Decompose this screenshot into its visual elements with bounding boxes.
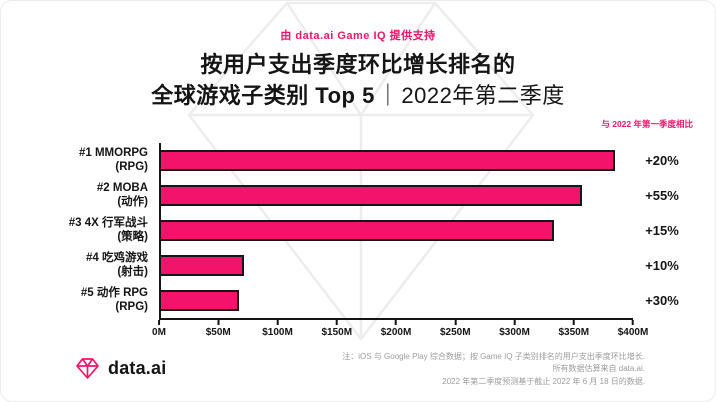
x-tick: $350M xyxy=(558,320,589,338)
bar xyxy=(161,185,583,206)
growth-label: +15% xyxy=(645,223,679,238)
chart-title-line1: 按用户支出季度环比增长排名的 xyxy=(200,52,516,77)
footnotes: 注：iOS 与 Google Play 综合数据；按 Game IQ 子类别排名… xyxy=(342,351,645,389)
chart-title-line2: 全球游戏子类别 Top 5｜2022年第二季度 xyxy=(1,78,715,110)
bar-row xyxy=(161,178,633,213)
title-bold-part: 全球游戏子类别 Top 5 xyxy=(151,83,375,108)
category-label: #2 MOBA (动作) xyxy=(17,178,159,213)
bar xyxy=(161,255,244,276)
bar xyxy=(161,290,239,311)
x-axis-ticks: 0M $50M $100M $150M $200M $250M $300M $3… xyxy=(152,320,648,344)
category-name: #4 吃鸡游戏 xyxy=(86,251,148,264)
x-tick: $250M xyxy=(440,320,471,338)
category-labels-column: #1 MMORPG (RPG) #2 MOBA (动作) #3 4X 行军战斗 … xyxy=(17,143,159,318)
bar-chart: #1 MMORPG (RPG) #2 MOBA (动作) #3 4X 行军战斗 … xyxy=(17,143,691,344)
plot-area xyxy=(159,143,633,320)
x-tick: $400M xyxy=(618,320,649,338)
category-genre: (射击) xyxy=(117,265,148,278)
category-genre: (策略) xyxy=(117,230,148,243)
category-label: #5 动作 RPG (RPG) xyxy=(17,283,159,318)
x-tick: $150M xyxy=(321,320,352,338)
x-tick: $50M xyxy=(206,320,231,338)
title-light-part: 2022年第二季度 xyxy=(401,83,565,108)
bar xyxy=(161,150,616,171)
bar-row xyxy=(161,283,633,318)
growth-label: +10% xyxy=(645,258,679,273)
footnote-line: 2022 年第二季度预测基于截止 2022 年 6 月 18 日的数据. xyxy=(442,377,645,387)
category-genre: (RPG) xyxy=(115,300,148,313)
brand-name: data.ai xyxy=(108,358,167,378)
category-name: #1 MMORPG xyxy=(78,146,148,159)
bar-row xyxy=(161,248,633,283)
plot-area-wrap: 0M $50M $100M $150M $200M $250M $300M $3… xyxy=(152,143,648,344)
footnote-line: 所有数据估算来自 data.ai. xyxy=(552,364,645,374)
powered-by-line: 由 data.ai Game IQ 提供支持 xyxy=(280,30,436,42)
category-genre: (RPG) xyxy=(115,160,148,173)
bar-row xyxy=(161,213,633,248)
bar-row xyxy=(161,143,633,178)
x-tick: $200M xyxy=(381,320,412,338)
x-tick: $300M xyxy=(499,320,530,338)
comparison-note: 与 2022 年第一季度相比 xyxy=(601,119,693,129)
category-label: #3 4X 行军战斗 (策略) xyxy=(17,213,159,248)
x-tick: 0M xyxy=(152,320,166,338)
category-name: #3 4X 行军战斗 xyxy=(68,216,148,229)
category-name: #5 动作 RPG xyxy=(80,286,148,299)
x-tick: $100M xyxy=(262,320,293,338)
growth-labels-column: +20% +55% +15% +10% +30% xyxy=(633,143,691,318)
growth-label: +55% xyxy=(645,188,679,203)
bar xyxy=(161,220,554,241)
category-label: #1 MMORPG (RPG) xyxy=(17,143,159,178)
footnote-line: 注：iOS 与 Google Play 综合数据；按 Game IQ 子类别排名… xyxy=(342,351,645,361)
category-genre: (动作) xyxy=(117,195,148,208)
brand-lockup: data.ai xyxy=(75,357,166,380)
category-name: #2 MOBA xyxy=(96,181,148,194)
data-ai-gem-logo-icon xyxy=(76,358,99,379)
category-label: #4 吃鸡游戏 (射击) xyxy=(17,248,159,283)
growth-label: +20% xyxy=(645,153,679,168)
title-separator: ｜ xyxy=(376,83,400,108)
growth-label: +30% xyxy=(645,293,679,308)
